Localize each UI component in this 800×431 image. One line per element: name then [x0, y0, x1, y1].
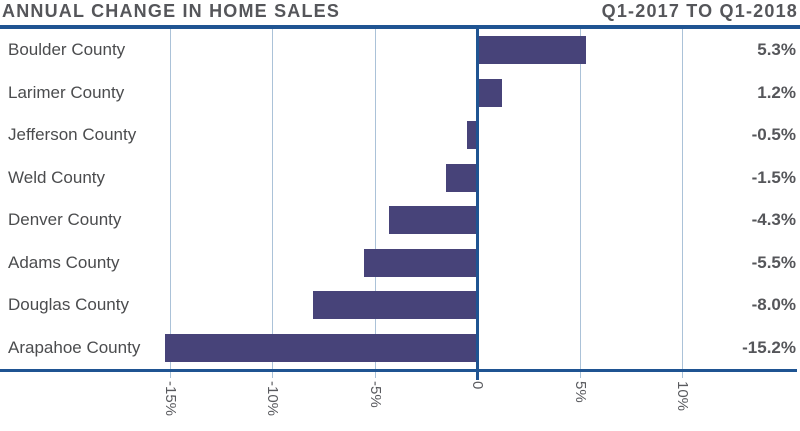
county-label: Douglas County [8, 295, 129, 314]
value-label: -8.0% [751, 295, 796, 314]
x-axis-line [0, 369, 797, 372]
bar-weld-county [446, 164, 477, 192]
plot-area: Boulder County 5.3% Larimer County 1.2% Jeff… [0, 29, 800, 369]
chart-subtitle: Q1-2017 TO Q1-2018 [601, 1, 798, 21]
bar-larimer-county [477, 79, 502, 107]
title-underline-rule [0, 25, 800, 29]
gridline--15% [170, 29, 171, 369]
tick-mark [682, 372, 683, 378]
gridline-10% [682, 29, 683, 369]
county-label: Denver County [8, 210, 122, 229]
bar-denver-county [389, 206, 477, 234]
county-label: Adams County [8, 253, 120, 272]
x-axis-tick-label: -15% [162, 381, 179, 417]
value-label: 5.3% [757, 40, 796, 59]
bar-adams-county [364, 249, 477, 277]
county-label: Jefferson County [8, 125, 137, 144]
x-axis-tick-label: 10% [674, 381, 691, 412]
county-label: Weld County [8, 168, 106, 187]
tick-mark [375, 372, 376, 378]
bar-douglas-county [313, 291, 477, 319]
value-label: -5.5% [751, 253, 796, 272]
gridline--5% [375, 29, 376, 369]
x-axis-tick-label: -5% [367, 381, 384, 408]
tick-mark [476, 372, 479, 380]
gridline-5% [580, 29, 581, 369]
bar-boulder-county [477, 36, 586, 64]
bar-arapahoe-county [165, 334, 477, 362]
bar-jefferson-county [467, 121, 477, 149]
county-label: Arapahoe County [8, 338, 141, 357]
tick-mark [272, 372, 273, 378]
gridline--10% [272, 29, 273, 369]
tick-mark [170, 372, 171, 378]
chart-header: ANNUAL CHANGE IN HOME SALES Q1-2017 TO Q… [0, 0, 800, 25]
value-label: -0.5% [751, 125, 796, 144]
zero-baseline [476, 29, 479, 369]
tick-mark [580, 372, 581, 378]
value-label: -4.3% [751, 210, 796, 229]
value-label: -1.5% [751, 168, 796, 187]
value-label: -15.2% [742, 338, 796, 357]
value-label: 1.2% [757, 83, 796, 102]
x-axis-tick-label: 5% [572, 381, 589, 403]
x-axis-tick-label: -10% [264, 381, 281, 417]
x-axis-tick-label: 0 [469, 381, 486, 390]
chart-title: ANNUAL CHANGE IN HOME SALES [2, 1, 341, 21]
county-label: Boulder County [8, 40, 126, 59]
county-label: Larimer County [8, 83, 125, 102]
